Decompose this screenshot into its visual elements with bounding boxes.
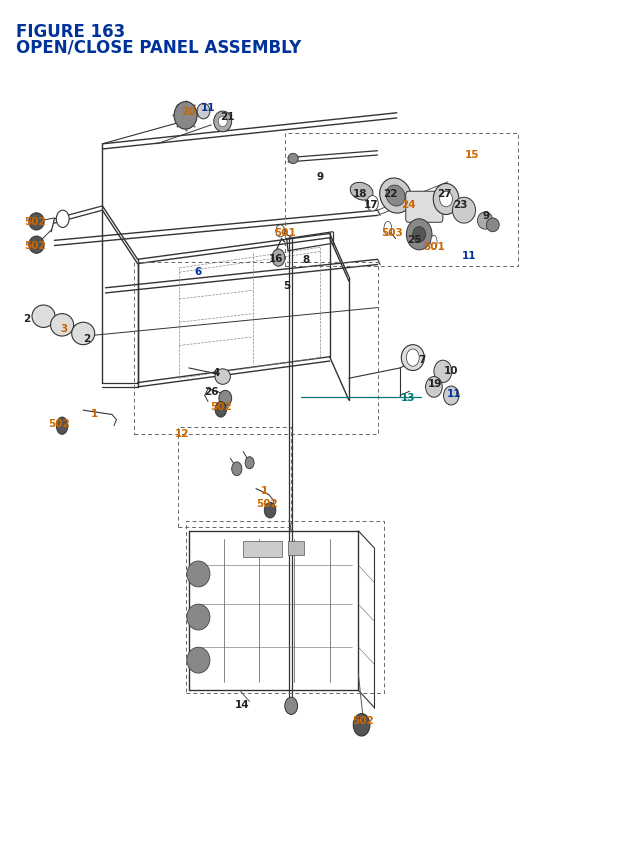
Ellipse shape [433,184,459,215]
Ellipse shape [367,196,378,212]
Ellipse shape [187,604,210,630]
Text: 7: 7 [419,355,426,365]
Ellipse shape [440,192,452,208]
Ellipse shape [264,503,276,518]
Ellipse shape [353,714,370,736]
Ellipse shape [232,462,242,476]
Text: 11: 11 [447,388,461,399]
Ellipse shape [426,377,442,398]
Text: 19: 19 [428,378,442,388]
Ellipse shape [29,214,44,231]
Ellipse shape [214,112,232,133]
Text: 503: 503 [381,227,403,238]
Text: 15: 15 [465,150,479,160]
Text: 23: 23 [454,200,468,210]
Text: 3: 3 [60,324,68,334]
Text: 11: 11 [201,102,215,113]
Text: 9: 9 [483,210,490,220]
Ellipse shape [444,387,459,406]
Ellipse shape [219,391,232,406]
Ellipse shape [350,183,373,201]
FancyBboxPatch shape [406,192,443,223]
Text: 17: 17 [364,200,378,210]
Ellipse shape [187,647,210,673]
Ellipse shape [452,198,476,224]
Ellipse shape [276,226,285,238]
Text: 502: 502 [24,217,46,227]
Ellipse shape [187,561,210,587]
Ellipse shape [406,350,419,367]
Text: 20: 20 [182,107,196,117]
Ellipse shape [413,227,426,243]
Text: 27: 27 [438,189,452,199]
Ellipse shape [245,457,254,469]
Text: 6: 6 [195,266,202,276]
Ellipse shape [32,306,55,328]
Text: 8: 8 [302,255,310,265]
Ellipse shape [477,213,493,230]
Text: 5: 5 [283,281,291,291]
Ellipse shape [56,418,68,435]
Ellipse shape [29,237,44,254]
Text: 10: 10 [444,365,458,375]
Ellipse shape [218,117,227,127]
Text: 502: 502 [48,418,70,429]
Ellipse shape [384,222,392,236]
Ellipse shape [406,220,432,251]
Text: 16: 16 [269,253,284,263]
Ellipse shape [215,369,230,385]
Ellipse shape [56,211,69,228]
Ellipse shape [434,361,452,383]
Bar [288,542,304,555]
Text: 21: 21 [220,112,234,122]
Text: 502: 502 [210,401,232,412]
Text: 18: 18 [353,189,367,199]
Ellipse shape [486,219,499,232]
Text: OPEN/CLOSE PANEL ASSEMBLY: OPEN/CLOSE PANEL ASSEMBLY [16,39,301,57]
Ellipse shape [197,104,210,120]
Text: 502: 502 [352,715,374,726]
Text: 2: 2 [83,333,90,344]
Ellipse shape [386,186,405,207]
Text: 501: 501 [423,242,445,252]
Text: 13: 13 [401,393,415,403]
Text: 9: 9 [316,171,324,182]
Ellipse shape [215,402,227,418]
Ellipse shape [380,179,412,214]
Text: 2: 2 [23,313,31,324]
Text: FIGURE 163: FIGURE 163 [16,23,125,41]
Text: 26: 26 [204,387,218,397]
Text: 1: 1 [260,486,268,496]
Ellipse shape [174,102,197,130]
Ellipse shape [272,250,285,267]
Ellipse shape [431,236,437,250]
Text: 25: 25 [408,234,422,245]
Ellipse shape [401,345,424,371]
Bar [243,542,282,557]
Text: 11: 11 [462,251,476,261]
Text: 501: 501 [274,227,296,238]
Text: 502: 502 [24,240,46,251]
Text: 22: 22 [383,189,397,199]
Text: 12: 12 [175,428,189,438]
Text: 14: 14 [235,699,249,709]
Text: 1: 1 [91,408,99,418]
Ellipse shape [51,314,74,337]
Text: 502: 502 [257,499,278,509]
Ellipse shape [72,323,95,345]
Text: 24: 24 [401,200,415,210]
Ellipse shape [288,154,298,164]
Text: 4: 4 [212,368,220,378]
Ellipse shape [285,697,298,715]
